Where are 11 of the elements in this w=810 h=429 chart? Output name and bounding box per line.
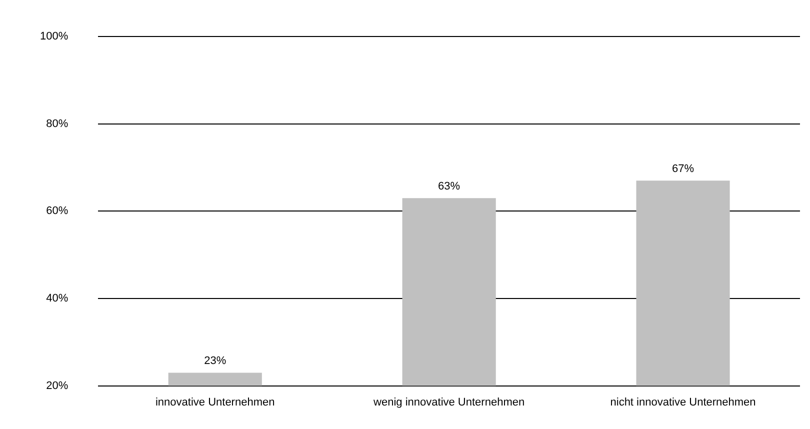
y-tick-label: 80% [46, 118, 68, 130]
data-label: 67% [672, 163, 694, 176]
x-tick-label: innovative Unternehmen [155, 396, 275, 408]
x-tick-label: nicht innovative Unternehmen [610, 396, 756, 408]
data-label: 63% [438, 180, 460, 193]
y-tick-label: 20% [46, 380, 68, 392]
x-tick-label: wenig innovative Unternehmen [372, 396, 525, 408]
data-label: 23% [204, 355, 226, 368]
y-tick-label: 100% [40, 30, 68, 43]
y-tick-label: 60% [46, 205, 68, 218]
y-tick-label: 40% [46, 292, 68, 305]
